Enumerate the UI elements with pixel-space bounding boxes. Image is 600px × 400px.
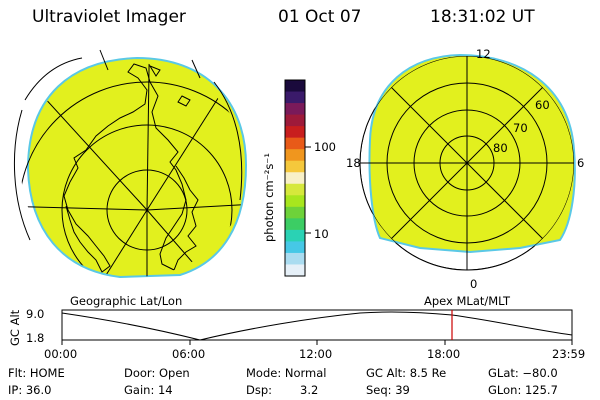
colorbar-band xyxy=(285,264,305,277)
colorbar-band xyxy=(285,126,305,139)
gc-alt-info: GC Alt: 8.5 Re xyxy=(366,366,447,380)
mlt-label-18: 18 xyxy=(346,156,361,170)
colorbar-band xyxy=(285,103,305,116)
altitude-plot xyxy=(61,309,573,345)
colorbar-label-100: 100 xyxy=(314,140,336,154)
door-info: Door: Open xyxy=(124,366,190,380)
image-date: 01 Oct 07 xyxy=(278,7,362,27)
colorbar-band xyxy=(285,206,305,219)
altitude-ylabel: GC Alt xyxy=(8,309,22,346)
colorbar-band xyxy=(285,229,305,243)
altitude-xtick-2359: 23:59 xyxy=(552,347,586,361)
mlt-label-12: 12 xyxy=(476,47,491,61)
colorbar-band xyxy=(285,172,305,185)
geographic-panel-label: Geographic Lat/Lon xyxy=(70,294,183,308)
colorbar-band xyxy=(285,252,305,266)
colorbar-band xyxy=(285,218,305,231)
magnetic-image xyxy=(359,53,576,271)
colorbar-band xyxy=(285,114,305,127)
glon-info: GLon: 125.7 xyxy=(488,383,558,397)
gain-info: Gain: 14 xyxy=(124,383,173,397)
colorbar-band xyxy=(285,91,305,104)
mlat-label-80: 80 xyxy=(493,141,508,155)
mlat-label-70: 70 xyxy=(513,121,528,135)
mlat-label-60: 60 xyxy=(535,98,550,112)
glat-info: GLat: −80.0 xyxy=(488,366,558,380)
filter-info: Flt: HOME xyxy=(8,366,65,380)
altitude-xtick-1800: 18:00 xyxy=(427,347,461,361)
altitude-ytick-9: 9.0 xyxy=(26,307,45,321)
ip-info: IP: 36.0 xyxy=(8,383,52,397)
colorbar-band xyxy=(285,241,305,254)
seq-info: Seq: 39 xyxy=(366,383,410,397)
colorbar-band xyxy=(285,137,305,150)
dsp-value: 3.2 xyxy=(300,383,319,397)
colorbar-band xyxy=(285,80,305,93)
intensity-colorbar xyxy=(285,80,305,277)
colorbar-band xyxy=(285,195,305,208)
colorbar-band xyxy=(285,149,305,162)
image-time: 18:31:02 UT xyxy=(430,7,535,27)
altitude-xtick-0000: 00:00 xyxy=(44,347,78,361)
mlt-label-0: 0 xyxy=(470,277,478,291)
altitude-xtick-0600: 06:00 xyxy=(172,347,206,361)
magnetic-panel-label: Apex MLat/MLT xyxy=(424,294,511,308)
colorbar-label-10: 10 xyxy=(314,227,329,241)
colorbar-band xyxy=(285,160,305,173)
colorbar-unit-label: photon cm⁻²s⁻¹ xyxy=(262,153,276,242)
altitude-xtick-1200: 12:00 xyxy=(299,347,333,361)
colorbar-band xyxy=(285,183,305,196)
dsp-label: Dsp: xyxy=(246,383,273,397)
mlt-label-6: 6 xyxy=(577,156,585,170)
colorbar-frame xyxy=(284,79,306,277)
geographic-image xyxy=(13,49,248,279)
altitude-curve xyxy=(61,311,573,341)
instrument-title: Ultraviolet Imager xyxy=(32,7,186,27)
mode-info: Mode: Normal xyxy=(246,366,327,380)
altitude-ytick-1-8: 1.8 xyxy=(26,331,45,345)
